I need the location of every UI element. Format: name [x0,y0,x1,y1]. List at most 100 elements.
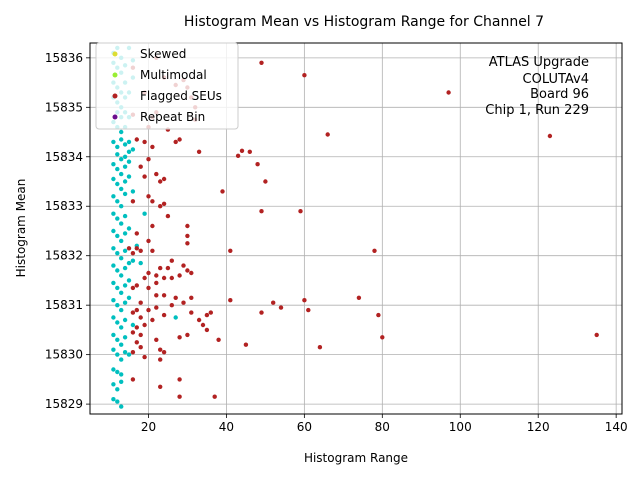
data-point-unflagged [115,181,120,187]
data-point-unflagged [119,238,124,244]
y-tick-label: 15835 [45,100,83,114]
data-point-flagged-seus [181,300,186,305]
data-point-unflagged [111,382,116,387]
data-point-unflagged [111,397,116,402]
data-point-flagged-seus [142,139,147,145]
data-point-flagged-seus [158,357,163,362]
data-point-flagged-seus [173,139,178,145]
data-point-unflagged [115,303,120,308]
data-point-unflagged [126,278,132,283]
data-point-unflagged [115,251,120,256]
grid [90,43,622,414]
data-point-flagged-seus [158,265,163,271]
data-point-unflagged [122,191,128,197]
data-point-flagged-seus [134,246,139,251]
data-point-unflagged [126,352,132,357]
data-point-flagged-seus [161,176,167,182]
data-point-unflagged [138,260,143,266]
legend-label-flagged-seus: Flagged SEUs [140,89,222,103]
data-point-unflagged [119,290,124,295]
data-point-unflagged [119,204,124,209]
annotation-line: ATLAS Upgrade [489,55,589,70]
data-point-flagged-seus [446,90,451,95]
data-point-unflagged [119,256,124,261]
data-point-unflagged [122,248,128,253]
data-point-unflagged [111,367,116,372]
data-point-flagged-seus [161,312,167,318]
data-point-unflagged [173,315,178,320]
data-point-unflagged [122,231,128,236]
data-point-unflagged [111,162,116,167]
data-point-unflagged [111,347,116,352]
legend-label-repeat-bin: Repeat Bin [140,110,205,124]
data-point-unflagged [115,144,120,150]
data-point-flagged-seus [130,377,136,382]
x-tick-label: 100 [449,420,472,434]
data-point-unflagged [111,139,116,145]
x-tick-label: 20 [141,420,156,434]
data-point-flagged-seus [177,273,182,278]
data-point-flagged-seus [154,337,159,342]
data-point-flagged-seus [134,340,139,345]
data-point-flagged-seus [212,394,217,399]
data-point-flagged-seus [146,285,151,291]
data-point-flagged-seus [130,330,136,335]
data-point-flagged-seus [302,73,307,78]
data-point-flagged-seus [380,335,385,340]
chart-title: Histogram Mean vs Histogram Range for Ch… [184,14,544,30]
data-point-flagged-seus [177,137,182,142]
x-tick-label: 140 [605,420,628,434]
data-point-flagged-seus [161,201,167,206]
data-point-flagged-seus [255,162,260,167]
data-point-flagged-seus [547,133,553,139]
x-axis-label: Histogram Range [304,451,408,465]
data-point-flagged-seus [177,394,182,399]
legend-label-multimodal: Multimodal [140,68,207,82]
data-point-unflagged [119,129,124,135]
data-point-flagged-seus [169,275,174,281]
data-point-flagged-seus [181,263,186,268]
data-point-flagged-seus [130,199,136,204]
data-point-flagged-seus [317,345,323,350]
data-point-unflagged [130,322,136,328]
data-point-unflagged [111,315,116,320]
data-point-unflagged [111,194,116,199]
data-point-flagged-seus [239,148,245,153]
data-point-unflagged [119,307,124,313]
data-point-unflagged [142,211,147,216]
data-point-flagged-seus [138,315,143,320]
data-point-unflagged [111,263,116,268]
data-point-flagged-seus [130,251,136,256]
data-point-unflagged [122,317,128,323]
data-point-flagged-seus [259,310,264,315]
data-point-flagged-seus [134,283,139,288]
data-point-unflagged [122,142,128,147]
data-point-unflagged [111,176,116,182]
data-point-flagged-seus [204,312,210,318]
data-point-flagged-seus [130,310,136,315]
data-point-flagged-seus [154,171,159,177]
data-point-flagged-seus [243,342,249,347]
data-point-flagged-seus [189,270,194,276]
data-point-unflagged [115,216,120,221]
y-axis-label: Histogram Mean [14,179,28,278]
data-point-unflagged [119,404,124,409]
legend-marker-repeat-bin [112,114,118,120]
data-point-flagged-seus [169,303,174,308]
data-point-flagged-seus [154,305,159,310]
data-point-unflagged [119,221,124,226]
data-point-flagged-seus [220,189,225,194]
data-point-flagged-seus [150,223,155,229]
legend-box [95,42,239,130]
data-point-flagged-seus [138,300,143,305]
data-point-flagged-seus [356,295,362,300]
data-point-flagged-seus [134,307,139,313]
data-point-flagged-seus [161,293,167,298]
data-point-unflagged [115,352,120,357]
data-point-unflagged [111,298,116,303]
run-annotation: ATLAS Upgrade COLUTAv4 Board 96 Chip 1, … [485,55,589,118]
legend-label-skewed: Skewed [140,47,186,61]
data-point-flagged-seus [158,347,163,352]
data-point-flagged-seus [154,293,159,298]
